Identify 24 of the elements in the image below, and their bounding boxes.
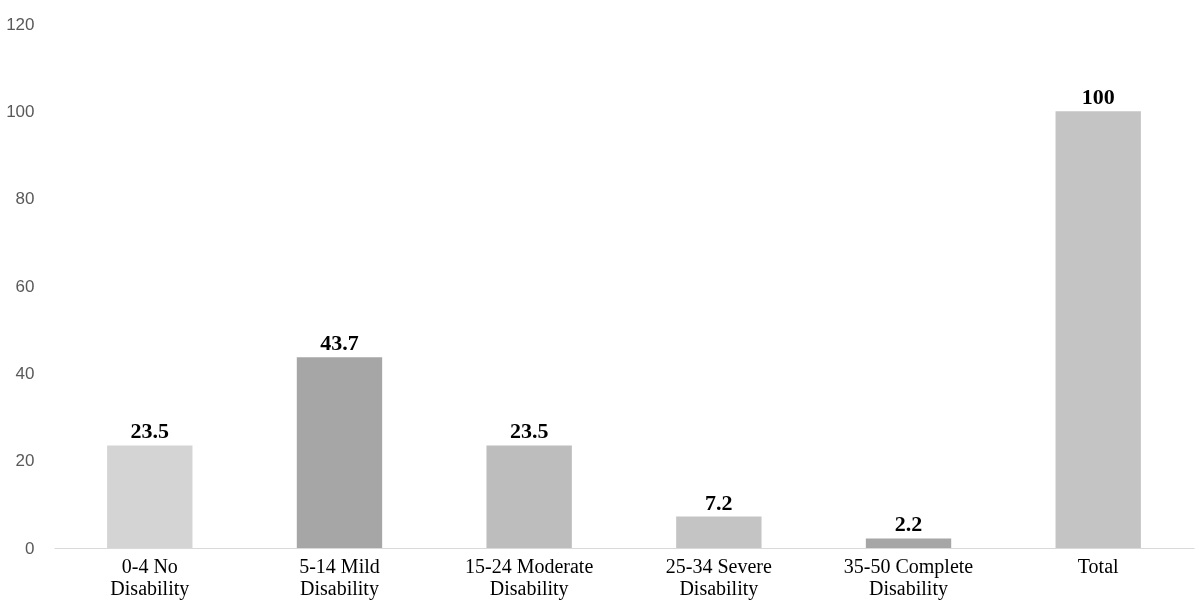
data-label: 100	[1081, 84, 1115, 110]
bar	[676, 516, 762, 548]
data-label: 2.2	[894, 511, 923, 537]
bar	[865, 538, 952, 548]
y-tick-label: 60	[15, 276, 35, 296]
bar	[296, 357, 383, 548]
x-tick-label: 0-4 No Disability	[110, 554, 190, 600]
x-tick-label: 25-34 Severe Disability	[665, 554, 772, 600]
x-tick-label: 5-14 Mild Disability	[299, 554, 380, 600]
data-label: 23.5	[130, 418, 170, 444]
bar	[1055, 111, 1141, 548]
bar	[486, 445, 572, 548]
y-tick-label: 20	[15, 451, 35, 471]
y-tick-label: 120	[6, 14, 35, 34]
x-tick-label: Total	[1077, 554, 1120, 577]
x-tick-label: 15-24 Moderate Disability	[465, 554, 594, 600]
y-tick-label: 0	[25, 538, 35, 558]
y-tick-label: 100	[6, 101, 35, 121]
y-tick-label: 80	[15, 189, 35, 209]
x-tick-label: 35-50 Complete Disability	[843, 554, 974, 600]
data-label: 23.5	[509, 418, 549, 444]
data-label: 7.2	[705, 489, 733, 515]
data-label: 43.7	[320, 330, 359, 356]
y-tick-label: 40	[15, 363, 35, 383]
